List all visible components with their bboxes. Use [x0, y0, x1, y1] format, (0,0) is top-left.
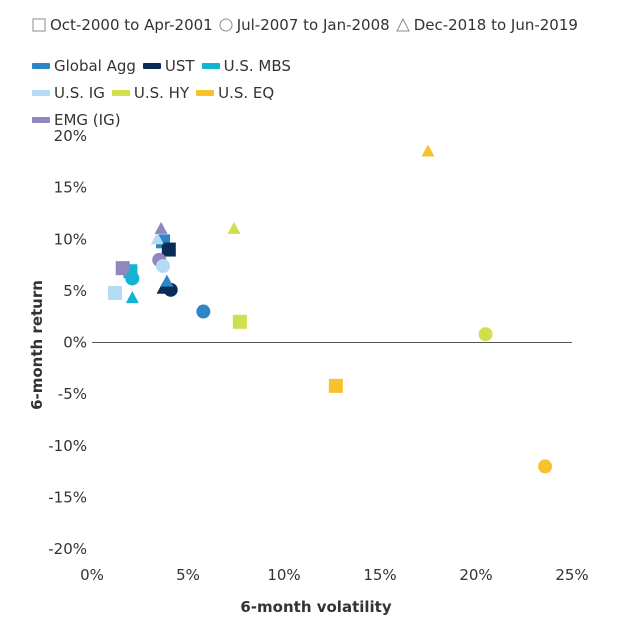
- legend-series-item: EMG (IG): [32, 111, 121, 129]
- legend-series-label: U.S. MBS: [223, 57, 291, 75]
- y-tick-label: -10%: [48, 437, 87, 455]
- point-u-s-mbs-triangle: [125, 291, 139, 304]
- y-tick-label: -15%: [48, 488, 87, 506]
- legend-series-item: U.S. HY: [111, 84, 190, 102]
- legend-swatch: [32, 117, 50, 123]
- y-tick-label: 5%: [63, 282, 87, 300]
- y-tick-label: -5%: [58, 385, 87, 403]
- legend-series-item: U.S. EQ: [196, 84, 274, 102]
- legend-swatch: [32, 63, 50, 69]
- triangle-icon: [395, 18, 410, 32]
- point-u-s-eq-triangle: [421, 144, 435, 157]
- point-u-s-eq-circle: [538, 459, 553, 474]
- legend-swatch: [111, 90, 130, 96]
- point-u-s-ig-square: [108, 285, 123, 300]
- point-emg-ig-square: [115, 261, 130, 276]
- legend-series-label: U.S. EQ: [218, 84, 275, 102]
- x-tick-label: 20%: [459, 566, 492, 584]
- x-axis-title: 6-month volatility: [240, 598, 391, 616]
- legend-swatch: [142, 63, 161, 69]
- y-tick-labels: 20% 15% 10% 5% 0% -5% -10% -15% -20%: [48, 127, 87, 558]
- x-tick-label: 25%: [555, 566, 588, 584]
- point-emg-ig-triangle: [154, 221, 168, 234]
- circle-icon: [219, 18, 233, 32]
- legend-swatch: [201, 63, 220, 69]
- legend-series-item: U.S. MBS: [201, 57, 291, 75]
- y-tick-label: -20%: [48, 540, 87, 558]
- point-u-s-ig-circle: [156, 259, 171, 274]
- legend-period-label: Oct-2000 to Apr-2001: [50, 16, 213, 34]
- legend-series-label: Global Agg: [54, 57, 136, 75]
- point-u-s-hy-square: [232, 314, 247, 329]
- period-legend: Oct-2000 to Apr-2001 Jul-2007 to Jan-2008…: [32, 16, 584, 36]
- x-tick-label: 15%: [363, 566, 396, 584]
- legend-series-label: EMG (IG): [54, 111, 121, 129]
- x-tick-label: 0%: [80, 566, 104, 584]
- legend-series-item: U.S. IG: [32, 84, 105, 102]
- legend-series-item: UST: [142, 57, 195, 75]
- legend-series-label: U.S. HY: [133, 84, 190, 102]
- legend-swatch: [196, 90, 215, 96]
- legend-period-square: Oct-2000 to Apr-2001: [32, 16, 213, 34]
- point-u-s-hy-circle: [478, 327, 493, 342]
- point-ust-triangle: [156, 281, 170, 294]
- point-u-s-hy-triangle: [227, 221, 241, 234]
- square-icon: [32, 18, 46, 32]
- x-tick-labels: 0% 5% 10% 15% 20% 25%: [80, 566, 589, 584]
- legend-series-item: Global Agg: [32, 57, 136, 75]
- point-u-s-mbs-circle: [125, 271, 140, 286]
- x-tick-label: 10%: [267, 566, 300, 584]
- y-tick-label: 0%: [63, 334, 87, 352]
- data-points: [108, 144, 553, 474]
- point-global-agg-circle: [196, 304, 211, 319]
- legend-period-circle: Jul-2007 to Jan-2008: [219, 16, 390, 34]
- point-u-s-eq-square: [328, 378, 343, 393]
- legend-swatch: [32, 90, 50, 96]
- x-tick-label: 5%: [176, 566, 200, 584]
- legend-period-label: Jul-2007 to Jan-2008: [236, 16, 390, 34]
- y-tick-label: 15%: [54, 179, 87, 197]
- series-legend: Global Agg UST U.S. MBS U.S. IG U.S. HY U.S. …: [32, 55, 362, 136]
- legend-series-label: UST: [164, 57, 195, 75]
- y-tick-label: 20%: [54, 127, 87, 145]
- y-tick-label: 10%: [54, 230, 87, 248]
- legend-series-label: U.S. IG: [54, 84, 105, 102]
- point-global-agg-triangle: [160, 274, 174, 287]
- point-ust-square: [161, 242, 176, 257]
- legend-period-label: Dec-2018 to Jun-2019: [413, 16, 578, 34]
- point-u-s-ig-triangle: [150, 232, 164, 245]
- legend-period-triangle: Dec-2018 to Jun-2019: [395, 16, 578, 34]
- y-axis-title: 6-month return: [28, 280, 46, 410]
